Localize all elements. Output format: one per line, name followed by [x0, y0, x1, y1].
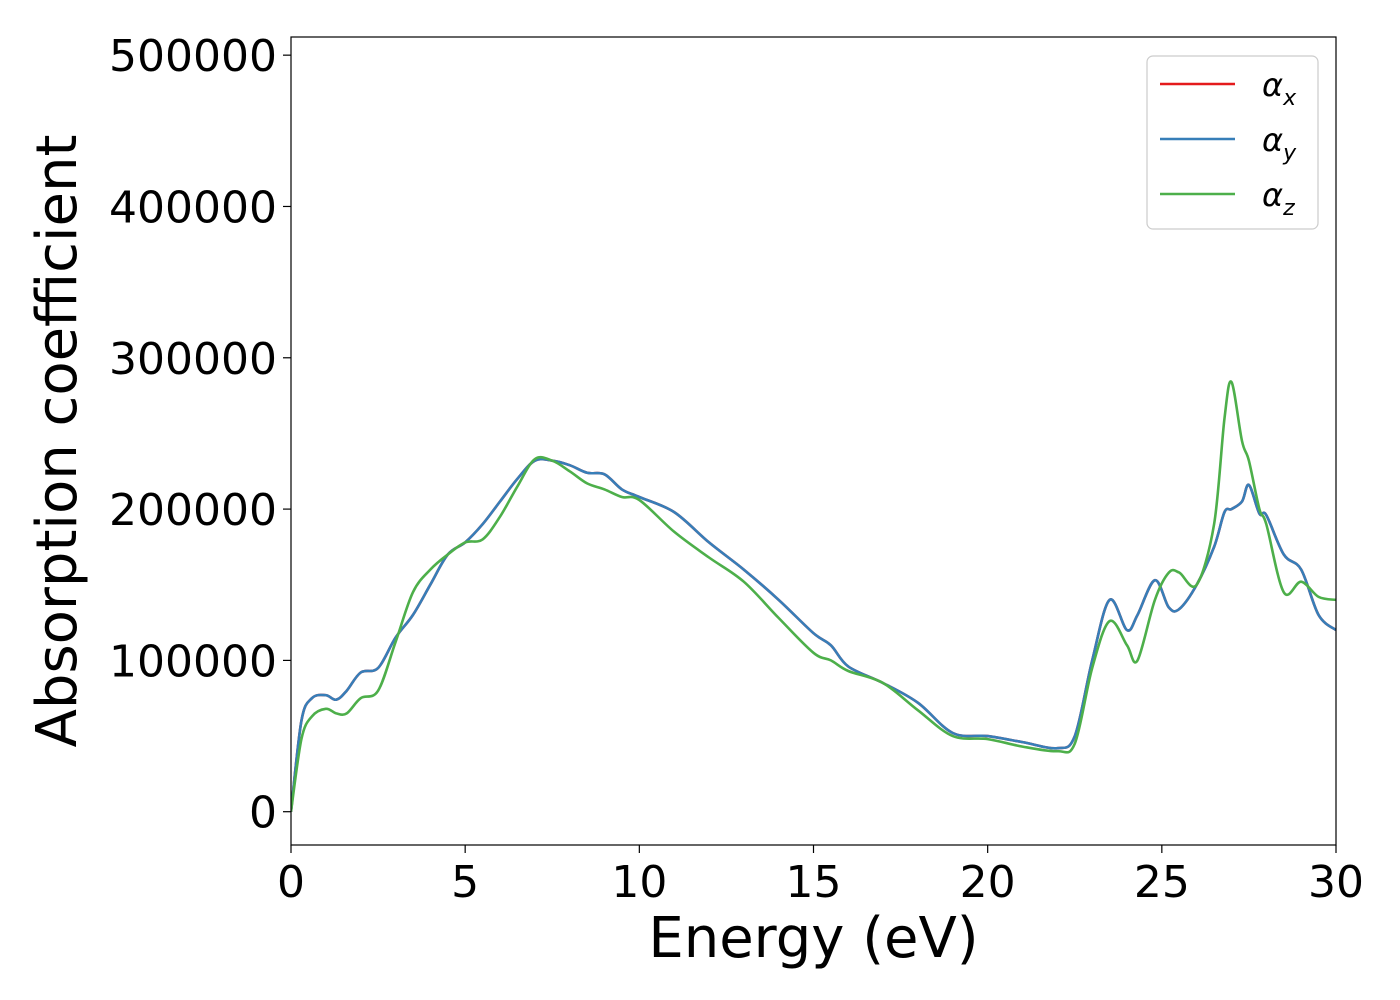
legend-box	[1146, 55, 1319, 230]
x-axis-label: Energy (eV)	[648, 906, 978, 971]
y-tick-label: 200000	[109, 485, 277, 536]
legend: αx αy αz	[1146, 55, 1319, 230]
x-tick-label: 10	[611, 857, 667, 908]
y-tick-label: 100000	[109, 636, 277, 687]
y-tick-label: 400000	[109, 182, 277, 233]
x-tick-label: 5	[451, 857, 479, 908]
series-line-z	[291, 380, 1336, 812]
series-lines	[291, 380, 1336, 812]
x-tick-label: 20	[960, 857, 1016, 908]
y-tick-label: 500000	[109, 31, 277, 82]
x-tick-label: 25	[1134, 857, 1190, 908]
x-tick-label: 0	[277, 857, 305, 908]
x-tick-label: 30	[1308, 857, 1364, 908]
series-line-y	[291, 457, 1336, 812]
legend-label-z: αz	[1262, 176, 1295, 221]
y-axis-label: Absorption coefficient	[25, 135, 90, 748]
y-tick-label: 0	[249, 788, 277, 839]
y-tick-label: 300000	[109, 334, 277, 385]
legend-label-y: αy	[1262, 121, 1297, 166]
axis-ticks: 0 5 10 15 20 25 30 0 100000 200000 300000 400000 500…	[109, 31, 1364, 908]
legend-label-x: αx	[1262, 66, 1297, 111]
x-tick-label: 15	[786, 857, 842, 908]
